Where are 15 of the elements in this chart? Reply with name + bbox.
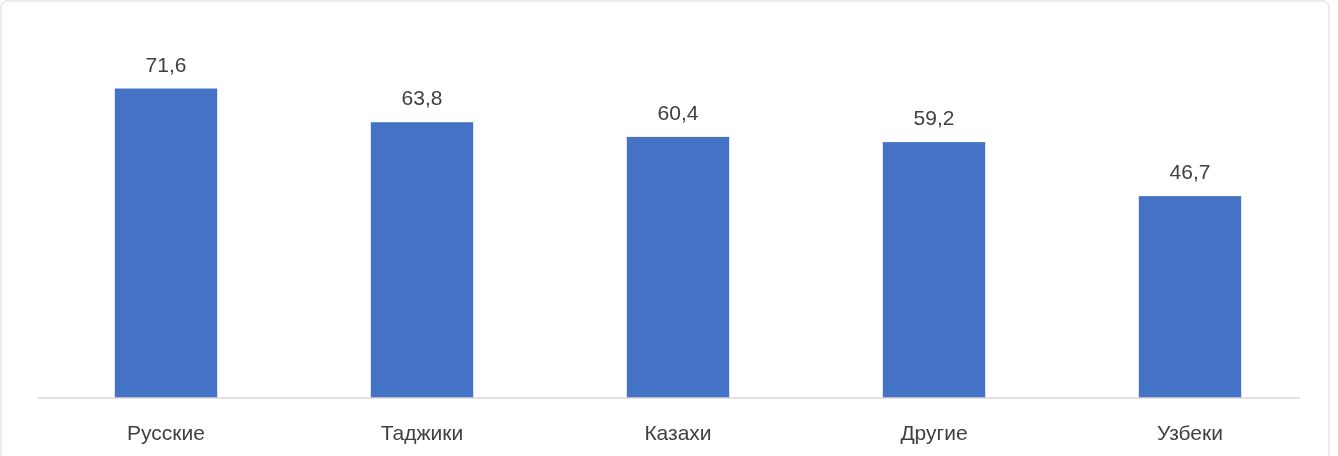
x-tick-label: Русские <box>127 421 205 444</box>
data-label: 63,8 <box>401 86 443 110</box>
x-tick-label: Казахи <box>644 421 712 444</box>
bar <box>370 122 474 398</box>
bar <box>1138 196 1242 398</box>
data-label: 60,4 <box>657 100 699 124</box>
bar <box>114 88 218 398</box>
data-label: 71,6 <box>145 52 187 76</box>
data-label: 46,7 <box>1169 160 1211 184</box>
x-tick-label: Другие <box>900 421 968 444</box>
x-tick-label: Узбеки <box>1157 421 1223 444</box>
bar <box>882 142 986 398</box>
x-tick-label: Таджики <box>380 421 464 444</box>
bar <box>626 136 730 398</box>
data-label: 59,2 <box>913 106 955 130</box>
